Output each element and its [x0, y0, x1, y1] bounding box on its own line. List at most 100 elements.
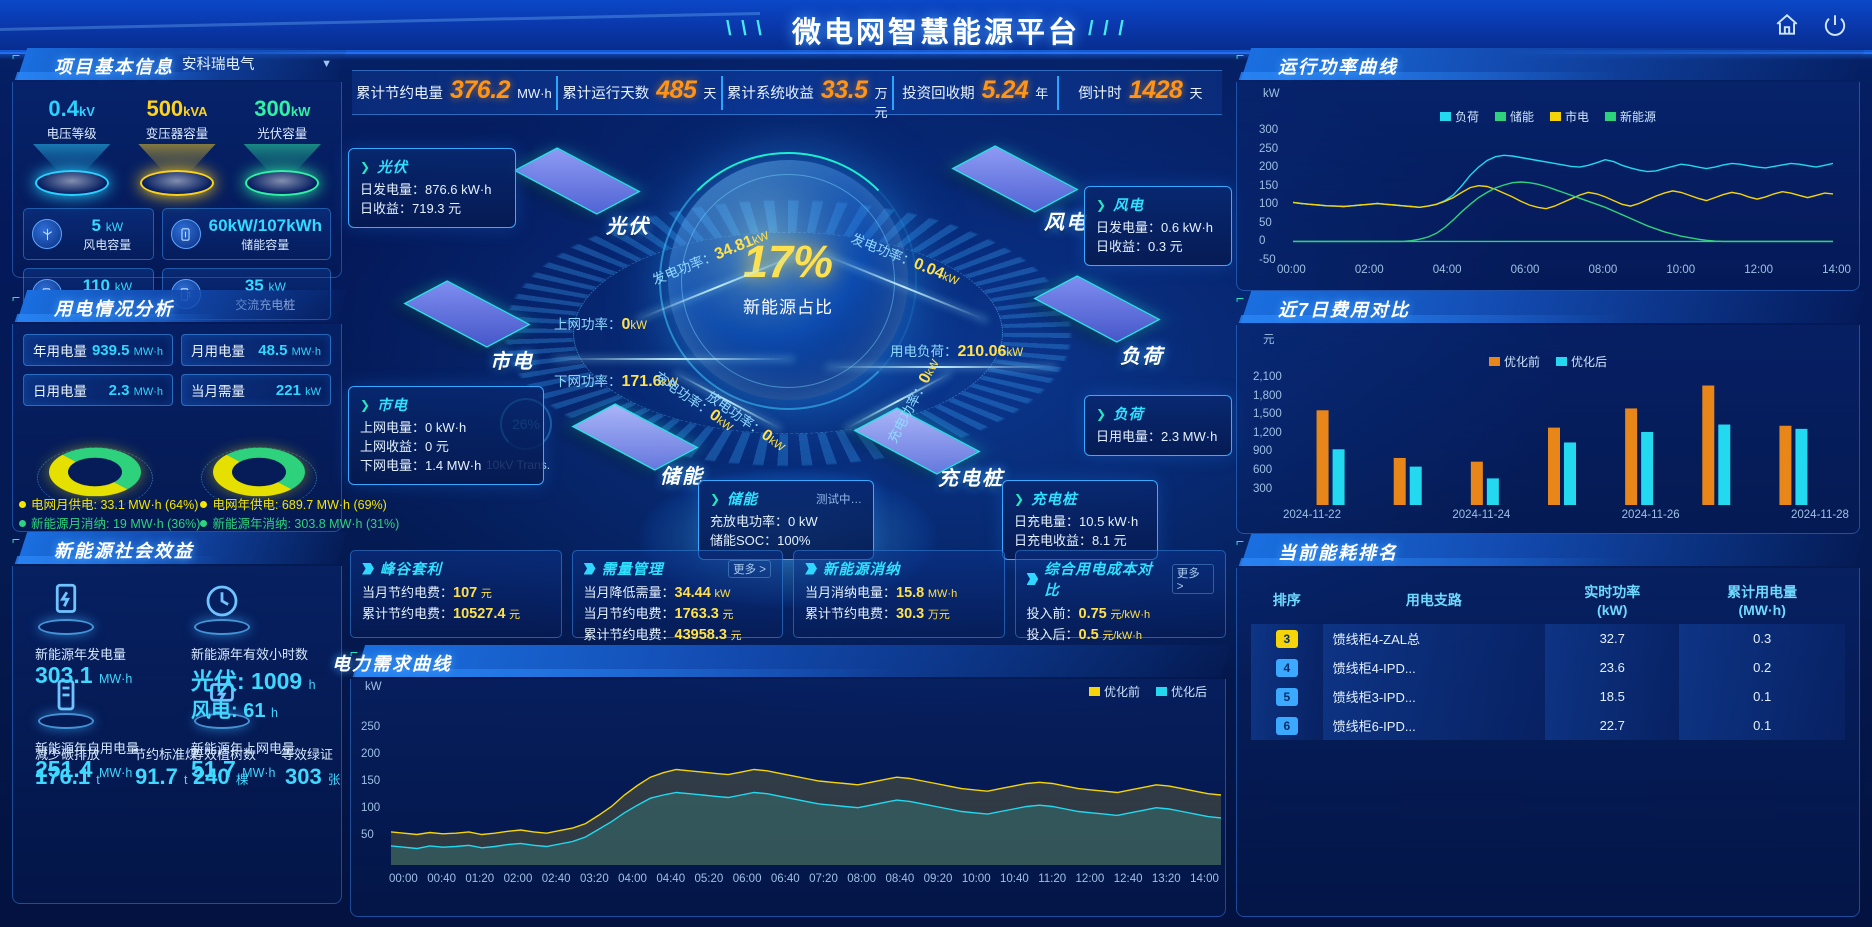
series-负荷 [1293, 154, 1833, 209]
node-pv[interactable]: 光伏 [513, 147, 648, 238]
charge-station-icon [35, 580, 97, 638]
pill-label: 日用电量 [33, 384, 87, 399]
social-label-6: 等效植树数 [191, 747, 257, 762]
y-tick-3: 100 [361, 802, 381, 814]
more-button[interactable]: 更多 > [728, 559, 771, 578]
x-tick-1: 2024-11-24 [1452, 509, 1511, 521]
title-slash-right: / / / [1088, 18, 1126, 40]
mini-card-1[interactable]: 60kW/107kWh 储能容量 [161, 208, 331, 260]
panel-header: ⌐ 运行功率曲线 [1236, 48, 1866, 82]
power-icon[interactable] [1822, 12, 1848, 43]
panel-header: ⌐ 项目基本信息 安科瑞电气 ▼ [12, 48, 348, 82]
node-storage[interactable]: 储能 [571, 403, 702, 488]
x-tick-5: 03:20 [579, 873, 609, 885]
x-tick-9: 06:00 [732, 873, 762, 885]
panel-cost-comparison: ⌐ 近7日费用对比 优化前 优化后 元 2,100 1,800 1,500 1,200 9… [1236, 290, 1866, 534]
new-energy-percent: 17% [742, 236, 834, 287]
social-label-7: 等效绿证 [281, 747, 334, 762]
social-value-5: 91.7 t [135, 764, 188, 789]
infocard-grid[interactable]: ❯ 市电 上网电量：0 kW·h 上网收益：0 元 下网电量：1.4 MW·h [348, 386, 544, 485]
cost-chart-body: 优化前 优化后 元 2,100 1,800 1,500 1,200 900 600 300 2… [1236, 325, 1860, 534]
chart-legend: 负荷 储能 市电 新能源 [1439, 108, 1656, 125]
arrow-icon [362, 562, 374, 575]
flow-label-load: 用电负荷：210.06kW [890, 343, 1024, 360]
node-charger[interactable]: 充电桩 [853, 407, 1002, 490]
energy-flow-diagram: 17% 新能源占比 光伏 市电 风电 负荷 储能 充电桩 [348, 118, 1232, 609]
table-row[interactable]: 4 馈线柜4-IPD... 23.6 0.2 [1251, 653, 1845, 682]
mid-card-row: 累计节约电费：10527.4 元 [362, 606, 521, 622]
infocard-storage[interactable]: ❯ 储能 测试中… 充放电功率：0 kW 储能SOC：100% [698, 480, 874, 560]
battery-cell-icon [35, 674, 97, 732]
x-tick-18: 12:00 [1075, 873, 1105, 885]
table-row[interactable]: 5 馈线柜3-IPD... 18.5 0.1 [1251, 682, 1845, 711]
y-tick-3: 1,200 [1253, 426, 1282, 439]
panel-corner-icon: ⌐ [1236, 533, 1245, 549]
cell-energy: 0.1 [1679, 711, 1845, 740]
node-grid[interactable]: 市电 [403, 280, 532, 373]
x-tick-12: 08:00 [847, 873, 877, 885]
cell-energy: 0.2 [1679, 653, 1845, 682]
infocard-charger[interactable]: ❯ 充电桩 日充电量：10.5 kW·h 日充电收益：8.1 元 [1002, 480, 1158, 560]
kpi-value: 33.5 [820, 75, 868, 104]
table-header-row: 排序 用电支路 实时功率 (kW) 累计用电量 (MW·h) [1251, 576, 1845, 624]
social-value-1: 光伏: 1009 h [191, 668, 316, 694]
legend-item-0: 优化前 [1088, 683, 1140, 700]
cell-rank: 3 [1251, 624, 1323, 653]
bar-优化后-2 [1486, 478, 1499, 505]
capacity-value: 0.4kV [48, 96, 95, 121]
mini-card-0[interactable]: 5 kW 风电容量 [23, 208, 154, 260]
infocard-row: 日用电量：2.3 MW·h [1096, 429, 1218, 444]
x-tick-2: 04:00 [1432, 264, 1462, 276]
org-selector[interactable]: 安科瑞电气 ▼ [182, 53, 332, 74]
node-wind[interactable]: 风电 [951, 145, 1086, 234]
x-tick-7: 14:00 [1822, 264, 1851, 276]
more-button[interactable]: 更多 > [1171, 564, 1214, 594]
kpi-item-2: 累计系统收益 33.5 万元 [723, 75, 894, 120]
x-tick-6: 04:00 [618, 873, 647, 885]
power-pill-0: 年用电量 939.5 MW·h [23, 334, 173, 366]
legend-item-0: 负荷 [1439, 108, 1479, 125]
x-tick-0: 2024-11-22 [1283, 509, 1341, 521]
cell-rank: 6 [1251, 711, 1323, 740]
panel-corner-icon: ⌐ [12, 531, 21, 547]
cell-branch: 馈线柜4-IPD... [1322, 653, 1546, 682]
infocard-pv[interactable]: ❯ 光伏 日发电量：876.6 kW·h 日收益：719.3 元 [348, 148, 516, 228]
bar-优化前-5 [1702, 385, 1715, 505]
mid-card-title: 峰谷套利 [380, 562, 442, 578]
panel-corner-icon: ⌐ [1236, 290, 1245, 306]
table-row[interactable]: 6 馈线柜6-IPD... 22.7 0.1 [1251, 711, 1845, 740]
grid-icon [191, 674, 253, 732]
infocard-load[interactable]: ❯ 负荷 日用电量：2.3 MW·h [1084, 395, 1232, 456]
node-load[interactable]: 负荷 [1033, 275, 1162, 368]
y-axis-unit: kW [365, 681, 382, 693]
x-tick-15: 10:00 [961, 873, 991, 885]
mid-card-3: 综合用电成本对比 更多 > 投入前：0.75 元/kW·h 投入后：0.5 元/kW·… [1014, 550, 1226, 643]
legend-item-1: 新能源月消纳: 19 MW·h (36%) [19, 515, 200, 534]
social-value-7: 303 张 [285, 764, 341, 789]
mid-card-row: 当月节约电费：1763.3 元 [583, 606, 734, 622]
x-tick-10: 06:40 [770, 873, 800, 885]
cell-power: 22.7 [1545, 711, 1680, 740]
panel-corner-icon: ⌐ [350, 644, 359, 660]
home-icon[interactable] [1774, 12, 1800, 43]
power-donut-charts [13, 416, 341, 509]
mid-card-title: 需量管理 [601, 562, 664, 578]
mid-card-row: 当月节约电费：107 元 [362, 585, 492, 601]
chevron-down-icon: ▼ [321, 57, 332, 70]
infocard-row: 日充电收益：8.1 元 [1014, 533, 1127, 548]
node-label-grid: 市电 [490, 351, 534, 373]
bar-优化后-6 [1795, 428, 1808, 505]
cost-chart-plot [1316, 385, 1808, 505]
x-tick-7: 04:40 [656, 873, 686, 885]
kpi-unit: 年 [1035, 85, 1049, 101]
legend-item-0: 电网月供电: 33.1 MW·h (64%) [19, 496, 200, 515]
panel-title: 新能源社会效益 [54, 541, 194, 561]
org-selector-value: 安科瑞电气 [182, 57, 255, 73]
infocard-row: 日发电量：876.6 kW·h [360, 182, 492, 197]
table-row[interactable]: 3 馈线柜4-ZAL总 32.7 0.3 [1251, 624, 1845, 653]
clock-icon [191, 580, 253, 638]
demand-chart-plot [391, 768, 1221, 865]
infocard-row: 日收益：0.3 元 [1096, 239, 1183, 254]
infocard-wind[interactable]: ❯ 风电 日发电量：0.6 kW·h 日收益：0.3 元 [1084, 186, 1232, 266]
